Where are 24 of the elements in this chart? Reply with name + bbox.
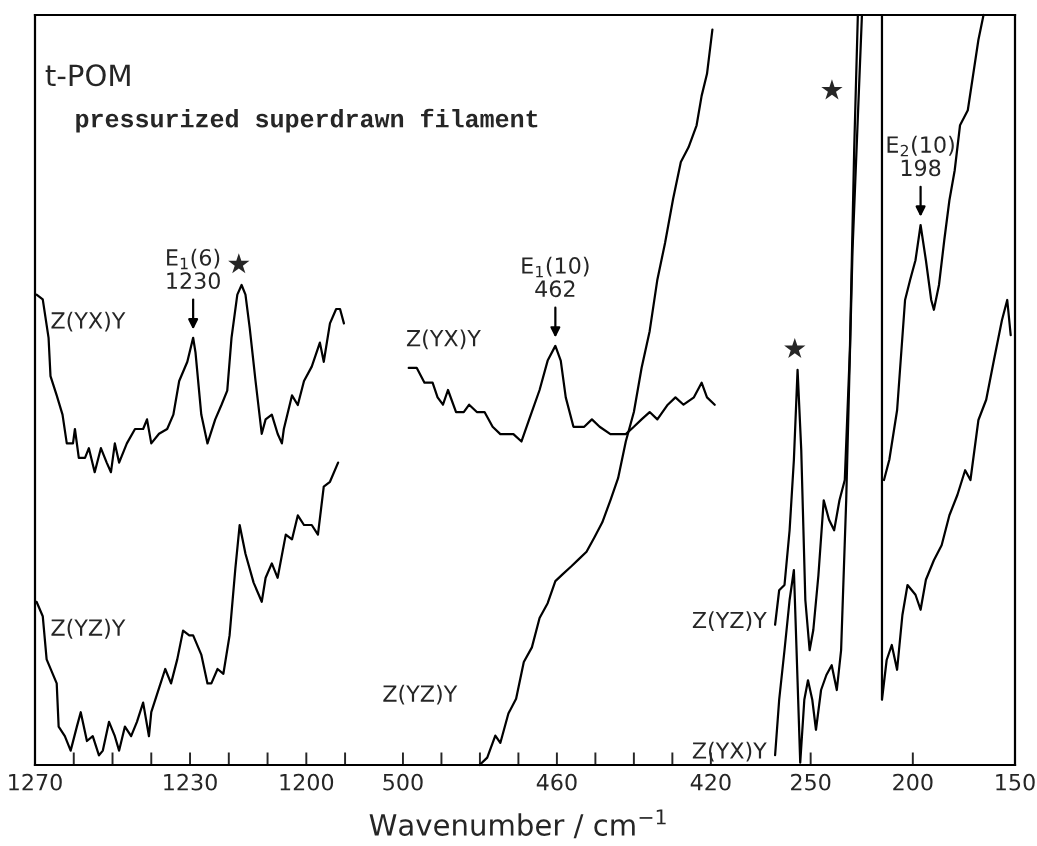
x-tick-label: 500 bbox=[383, 773, 423, 791]
series-label: Z(YX)Y bbox=[406, 329, 481, 350]
x-tick-label: 420 bbox=[690, 773, 731, 791]
x-tick-label: 1200 bbox=[280, 773, 334, 791]
series-label: Z(YX)Y bbox=[51, 311, 126, 332]
text: Z(YZ)Y bbox=[383, 684, 458, 705]
x-tick-label: 460 bbox=[536, 773, 577, 791]
x-tick-label: 200 bbox=[893, 773, 933, 791]
annotation: E$_{1}$(10) 462 bbox=[522, 256, 589, 298]
x-tick-label: 1270 bbox=[9, 773, 62, 791]
annotation: ★ bbox=[228, 253, 250, 274]
annotation: ★ bbox=[784, 337, 806, 359]
chart-title: t-POM bbox=[45, 64, 130, 87]
annotation: E$_{2}$(10) 198 bbox=[887, 135, 954, 177]
series-label: Z(YX)Y bbox=[692, 741, 767, 762]
x-tick-label: 1230 bbox=[164, 773, 217, 791]
series-label: Z(YZ)Y bbox=[51, 618, 126, 639]
series-label: Z(YZ)Y bbox=[692, 611, 767, 632]
x-tick-label: 250 bbox=[791, 773, 831, 791]
x-tick-label: 150 bbox=[996, 773, 1035, 791]
annotation: ★ bbox=[821, 79, 843, 100]
annotation: E$_{1}$(6) 1230 bbox=[167, 248, 220, 290]
chart-subtitle: pressurized superdrawn filament bbox=[76, 108, 538, 133]
x-axis-title: Wavenumber / cm$^{−1}$ bbox=[369, 809, 666, 839]
